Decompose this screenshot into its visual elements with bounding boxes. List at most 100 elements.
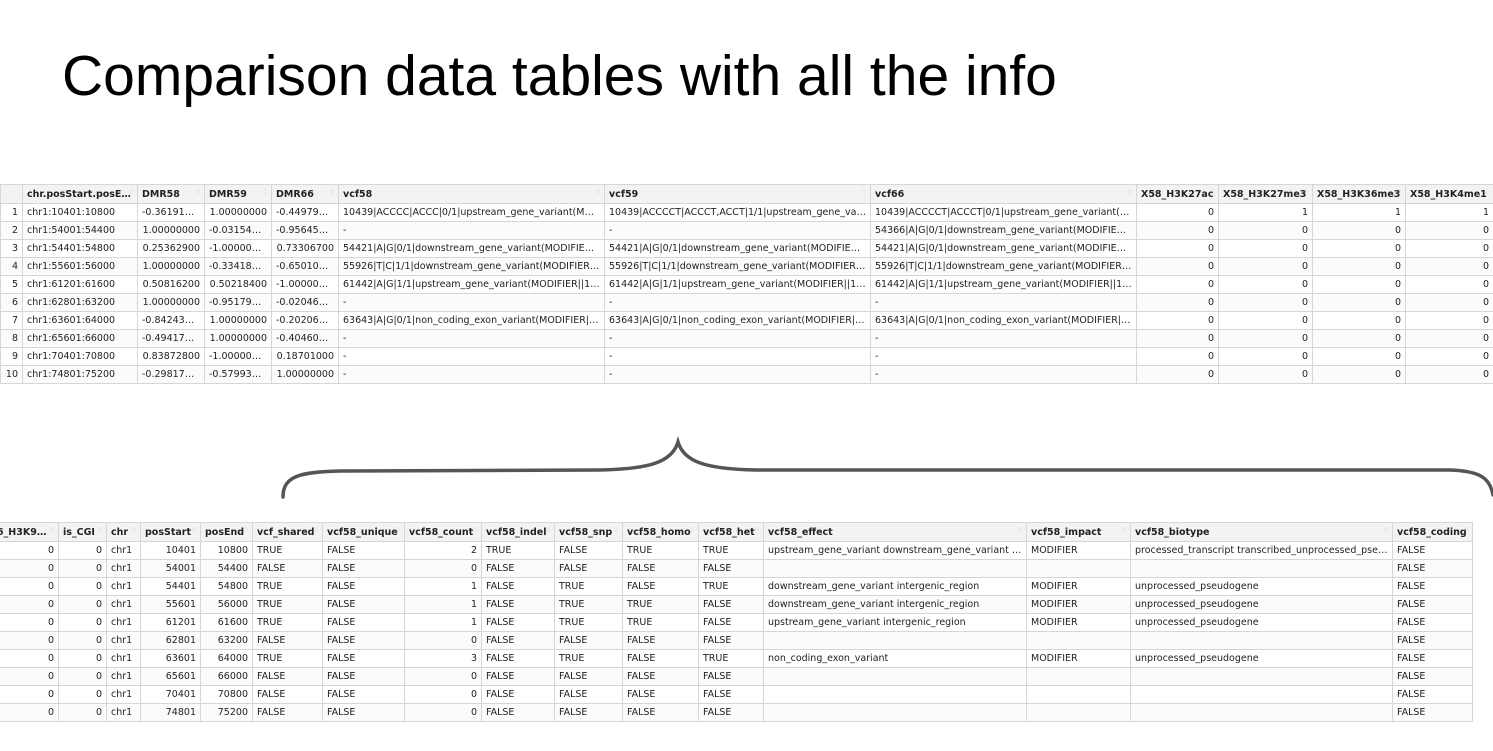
table-cell: FALSE [481,667,555,686]
sort-icon[interactable]: ♢ [261,188,268,196]
table-cell: FALSE [1392,577,1473,596]
sort-icon[interactable]: ♢ [471,526,478,534]
table-row: 0 0 chr1 74801 75200 FALSE FALSE 0 FALSE FALSE FAL… [0,703,1473,722]
column-header[interactable]: DMR58 ♢ [137,184,205,204]
column-header[interactable]: X58_H3K36me3 ♢ [1312,184,1406,204]
table-cell: 54421|A|G|0/1|downstream_gene_variant(MO… [338,239,605,258]
table-cell: 0 [1136,311,1219,330]
column-header[interactable]: vcf58 ♢ [338,184,605,204]
column-header[interactable]: vcf58_count ♢ [404,522,482,542]
column-header[interactable]: vcf58_effect ♢ [763,522,1027,542]
column-header[interactable]: vcf58_snp ♢ [554,522,623,542]
table-cell: chr1:54401:54800 [22,239,138,258]
table-cell: 1.00000000 [271,365,339,384]
sort-icon[interactable]: ♢ [48,526,55,534]
table-cell: unprocessed_pseudogene [1130,613,1393,632]
table-cell: -1.00000000 [204,347,272,366]
sort-icon[interactable]: ♢ [242,526,249,534]
table-cell: FALSE [252,685,323,704]
sort-icon[interactable]: ♢ [1395,188,1402,196]
column-header[interactable]: vcf58_indel ♢ [481,522,555,542]
table-cell: TRUE [252,595,323,614]
table-cell: downstream_gene_variant intergenic_regio… [763,577,1027,596]
column-header[interactable]: chr.posStart.posEnd ♢ [22,184,138,204]
sort-icon[interactable]: ♢ [1483,188,1490,196]
table-cell: - [338,365,605,384]
table-cell: FALSE [322,703,405,722]
column-header[interactable] [0,184,23,204]
sort-icon[interactable]: ♢ [544,526,551,534]
table-cell: 0 [0,541,59,560]
table-cell: 0 [1312,311,1406,330]
column-header[interactable]: is_CGI ♢ [58,522,107,542]
sort-icon[interactable]: ♢ [190,526,197,534]
table-cell: FALSE [322,559,405,578]
sort-icon[interactable]: ♢ [594,188,601,196]
sort-icon[interactable]: ♢ [312,526,319,534]
sort-icon[interactable]: ♢ [130,526,137,534]
sort-icon[interactable]: ♢ [394,526,401,534]
column-header[interactable]: X66_H3K9me3♢ [0,522,59,542]
table-cell: 61442|A|G|1/1|upstream_gene_variant(MODI… [604,275,871,294]
table-cell: chr1 [106,541,141,560]
table-cell: 63643|A|G|0/1|non_coding_exon_variant(MO… [604,311,871,330]
table-cell: - [870,293,1137,312]
sort-icon[interactable]: ♢ [1462,526,1469,534]
table-cell: 0 [1405,293,1493,312]
sort-icon[interactable]: ♢ [1382,526,1389,534]
column-header[interactable]: DMR66 ♢ [271,184,339,204]
sort-icon[interactable]: ♢ [1016,526,1023,534]
column-header[interactable]: vcf_shared ♢ [252,522,323,542]
table-cell: 2 [404,541,482,560]
table-cell: TRUE [554,649,623,668]
column-header[interactable]: vcf58_biotype ♢ [1130,522,1393,542]
sort-icon[interactable]: ♢ [328,188,335,196]
sort-icon[interactable]: ♢ [96,526,103,534]
table-cell: 4 [0,257,23,276]
table-cell: TRUE [252,577,323,596]
column-header[interactable]: vcf58_impact ♢ [1026,522,1131,542]
sort-icon[interactable]: ♢ [1120,526,1127,534]
sort-icon[interactable]: ♢ [127,188,134,196]
column-header-label: X58_H3K27ac [1141,188,1214,200]
sort-icon[interactable]: ♢ [688,526,695,534]
table-cell: 55601 [140,595,201,614]
column-header[interactable]: X58_H3K4me1 ♢ [1405,184,1493,204]
column-header[interactable]: vcf58_unique ♢ [322,522,405,542]
table-cell: chr1 [106,667,141,686]
column-header-label: vcf58_homo [627,526,691,538]
bottom-table-header: X66_H3K9me3♢is_CGI♢chr♢posStart♢posEnd♢v… [0,522,1473,542]
sort-icon[interactable]: ♢ [194,188,201,196]
table-cell: FALSE [1392,631,1473,650]
column-header-label: DMR58 [142,188,180,200]
column-header[interactable]: vcf59 ♢ [604,184,871,204]
sort-icon[interactable]: ♢ [1208,188,1215,196]
column-header[interactable]: vcf66 ♢ [870,184,1137,204]
table-cell: 0 [0,631,59,650]
table-row: 8 chr1:65601:66000 -0.49417300 1.00000000 -0… [0,329,1493,348]
column-header[interactable]: chr ♢ [106,522,141,542]
column-header[interactable]: vcf58_homo ♢ [622,522,699,542]
sort-icon[interactable]: ♢ [860,188,867,196]
column-header[interactable]: posStart ♢ [140,522,201,542]
table-cell: - [338,221,605,240]
sort-icon[interactable]: ♢ [1126,188,1133,196]
column-header[interactable]: X58_H3K27ac ♢ [1136,184,1219,204]
table-cell: - [338,329,605,348]
table-cell: 0.25362900 [137,239,205,258]
sort-icon[interactable]: ♢ [753,526,760,534]
column-header[interactable]: DMR59 ♢ [204,184,272,204]
sort-icon[interactable]: ♢ [612,526,619,534]
table-cell: 0 [1218,347,1313,366]
column-header[interactable]: vcf58_coding ♢ [1392,522,1473,542]
table-cell [1130,703,1393,722]
column-header[interactable]: vcf58_het ♢ [698,522,764,542]
table-cell: 8 [0,329,23,348]
table-cell: TRUE [622,595,699,614]
sort-icon[interactable]: ♢ [1302,188,1309,196]
table-cell: - [870,347,1137,366]
table-cell: 5 [0,275,23,294]
column-header[interactable]: posEnd ♢ [200,522,253,542]
table-cell: -0.95179700 [204,293,272,312]
column-header[interactable]: X58_H3K27me3 ♢ [1218,184,1313,204]
